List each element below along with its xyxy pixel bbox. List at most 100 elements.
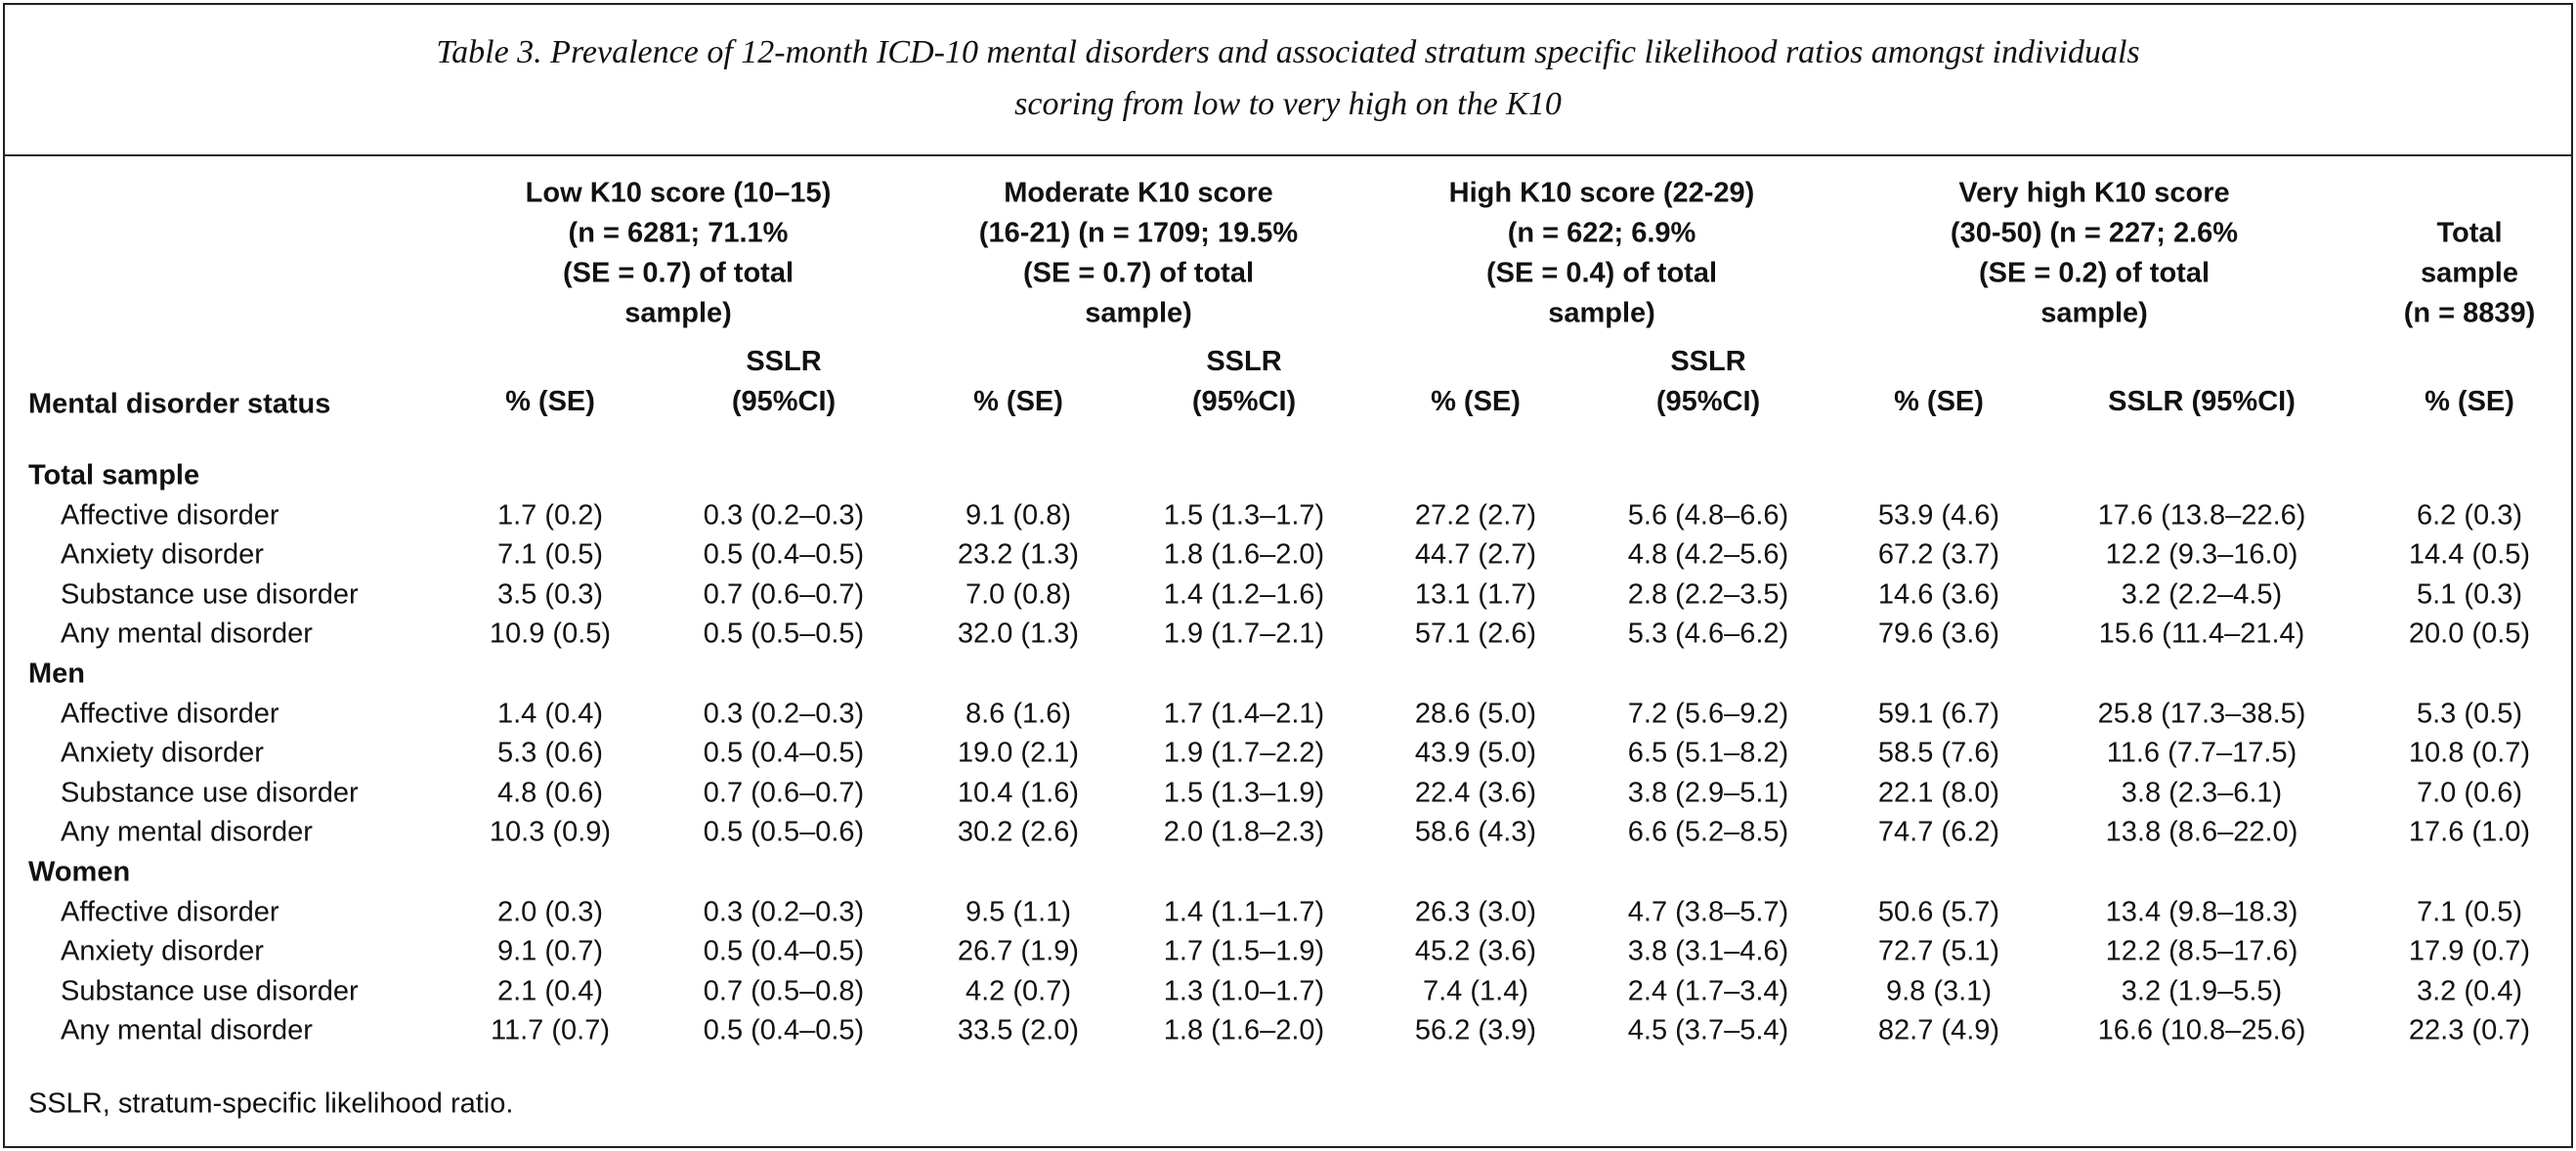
cell: 56.2 (3.9): [1414, 1014, 1537, 1046]
group-header: sample: [2421, 257, 2518, 289]
column-header: SSLR (95%CI): [731, 345, 837, 417]
cell: 1.4 (1.2–1.6): [1163, 578, 1325, 611]
cell: 6.6 (5.2–8.5): [1627, 816, 1789, 848]
cell: 4.7 (3.8–5.7): [1627, 896, 1789, 928]
cell: 0.5 (0.4–0.5): [703, 737, 865, 769]
group-header: (30-50) (n = 227; 2.6%: [1950, 217, 2239, 249]
row-label: Any mental disorder: [61, 816, 313, 848]
cell: 0.5 (0.5–0.6): [703, 816, 865, 848]
group-header: sample): [1085, 297, 1192, 329]
cell: 7.4 (1.4): [1423, 975, 1528, 1007]
cell: 9.1 (0.7): [497, 935, 603, 967]
cell: 3.2 (2.2–4.5): [2121, 578, 2283, 611]
row-label: Anxiety disorder: [61, 935, 264, 967]
column-header: % (SE): [1431, 385, 1521, 417]
cell: 22.3 (0.7): [2408, 1014, 2531, 1046]
cell: 44.7 (2.7): [1414, 538, 1537, 571]
cell: 9.5 (1.1): [966, 896, 1071, 928]
group-header: High K10 score (22-29): [1448, 177, 1755, 209]
row-label: Substance use disorder: [61, 777, 359, 809]
cell: 2.4 (1.7–3.4): [1627, 975, 1789, 1007]
row-label: Anxiety disorder: [61, 538, 264, 571]
cell: 45.2 (3.6): [1414, 935, 1537, 967]
table-border: [3, 3, 2573, 1148]
group-header: sample): [624, 297, 732, 329]
cell: 3.2 (1.9–5.5): [2121, 975, 2283, 1007]
cell: 16.6 (10.8–25.6): [2097, 1014, 2306, 1046]
cell: 27.2 (2.7): [1414, 499, 1537, 532]
cell: 14.6 (3.6): [1877, 578, 2000, 611]
footnote: SSLR, stratum-specific likelihood ratio.: [28, 1087, 514, 1120]
section-title: Women: [28, 856, 131, 888]
cell: 5.6 (4.8–6.6): [1627, 499, 1789, 532]
cell: 1.7 (1.4–2.1): [1163, 698, 1325, 730]
cell: 0.3 (0.2–0.3): [703, 499, 865, 532]
cell: 4.2 (0.7): [966, 975, 1071, 1007]
column-header: % (SE): [973, 385, 1063, 417]
cell: 7.1 (0.5): [2417, 896, 2522, 928]
row-label: Any mental disorder: [61, 1014, 313, 1046]
section-title: Men: [28, 658, 85, 690]
row-label: Substance use disorder: [61, 578, 359, 611]
cell: 11.6 (7.7–17.5): [2106, 737, 2297, 769]
column-header: SSLR (95%CI): [2108, 385, 2296, 417]
cell: 7.2 (5.6–9.2): [1627, 698, 1789, 730]
cell: 26.7 (1.9): [957, 935, 1080, 967]
cell: 50.6 (5.7): [1877, 896, 2000, 928]
group-header: Moderate K10 score: [1004, 177, 1273, 209]
cell: 53.9 (4.6): [1877, 499, 2000, 532]
cell: 0.5 (0.5–0.5): [703, 618, 865, 650]
cell: 74.7 (6.2): [1877, 816, 2000, 848]
group-header: (n = 8839): [2403, 297, 2536, 329]
caption-rule: [3, 154, 2573, 156]
cell: 7.0 (0.8): [966, 578, 1071, 611]
cell: 9.1 (0.8): [966, 499, 1071, 532]
cell: 57.1 (2.6): [1414, 618, 1537, 650]
cell: 17.6 (13.8–22.6): [2097, 499, 2306, 532]
cell: 10.4 (1.6): [957, 777, 1080, 809]
cell: 0.5 (0.4–0.5): [703, 538, 865, 571]
cell: 33.5 (2.0): [957, 1014, 1080, 1046]
cell: 17.6 (1.0): [2408, 816, 2531, 848]
cell: 4.8 (4.2–5.6): [1627, 538, 1789, 571]
cell: 3.2 (0.4): [2417, 975, 2522, 1007]
cell: 3.8 (2.9–5.1): [1627, 777, 1789, 809]
cell: 10.8 (0.7): [2408, 737, 2531, 769]
cell: 0.7 (0.5–0.8): [703, 975, 865, 1007]
cell: 32.0 (1.3): [957, 618, 1080, 650]
group-header: (SE = 0.7) of total: [1022, 257, 1255, 289]
group-header: (SE = 0.7) of total: [562, 257, 794, 289]
cell: 13.1 (1.7): [1414, 578, 1537, 611]
cell: 3.5 (0.3): [497, 578, 603, 611]
cell: 1.7 (0.2): [497, 499, 603, 532]
cell: 4.8 (0.6): [497, 777, 603, 809]
cell: 14.4 (0.5): [2408, 538, 2531, 571]
cell: 79.6 (3.6): [1877, 618, 2000, 650]
cell: 0.5 (0.4–0.5): [703, 935, 865, 967]
cell: 7.1 (0.5): [497, 538, 603, 571]
group-header: (n = 622; 6.9%: [1507, 217, 1696, 249]
cell: 0.5 (0.4–0.5): [703, 1014, 865, 1046]
cell: 17.9 (0.7): [2408, 935, 2531, 967]
cell: 13.8 (8.6–22.0): [2105, 816, 2298, 848]
group-header: (n = 6281; 71.1%: [568, 217, 789, 249]
group-header: Very high K10 score: [1958, 177, 2230, 209]
cell: 1.9 (1.7–2.1): [1163, 618, 1325, 650]
cell: 2.1 (0.4): [497, 975, 603, 1007]
row-label: Affective disorder: [61, 499, 279, 532]
cell: 15.6 (11.4–21.4): [2098, 618, 2305, 650]
cell: 20.0 (0.5): [2408, 618, 2531, 650]
cell: 43.9 (5.0): [1414, 737, 1537, 769]
cell: 0.7 (0.6–0.7): [703, 578, 865, 611]
cell: 6.5 (5.1–8.2): [1627, 737, 1789, 769]
cell: 2.0 (0.3): [497, 896, 603, 928]
cell: 10.9 (0.5): [489, 618, 612, 650]
cell: 12.2 (9.3–16.0): [2105, 538, 2298, 571]
cell: 10.3 (0.9): [489, 816, 612, 848]
cell: 1.3 (1.0–1.7): [1163, 975, 1325, 1007]
cell: 3.8 (2.3–6.1): [2121, 777, 2283, 809]
cell: 11.7 (0.7): [491, 1014, 610, 1046]
cell: 5.3 (4.6–6.2): [1627, 618, 1789, 650]
cell: 1.8 (1.6–2.0): [1163, 538, 1325, 571]
group-header: (SE = 0.2) of total: [1978, 257, 2211, 289]
